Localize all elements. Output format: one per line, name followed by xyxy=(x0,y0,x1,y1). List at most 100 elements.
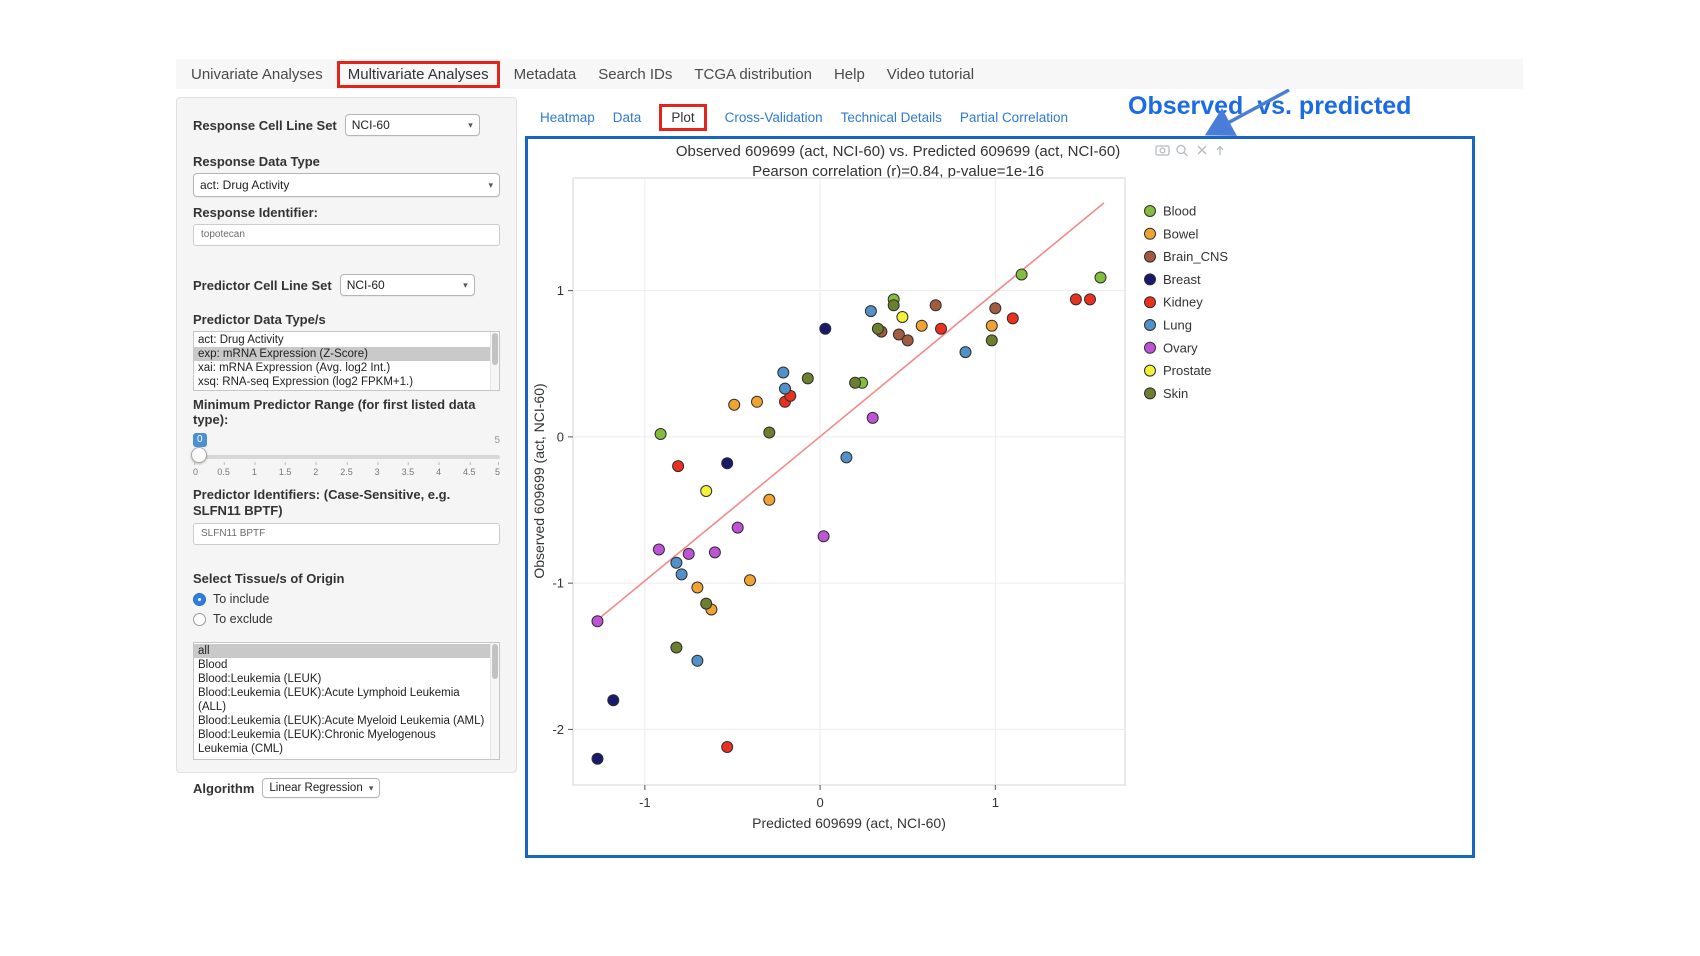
legend-label-bowel[interactable]: Bowel xyxy=(1163,226,1199,241)
point-skin[interactable] xyxy=(871,322,884,335)
point-bowel[interactable] xyxy=(915,319,928,332)
point-bowel[interactable] xyxy=(763,493,776,506)
point-ovary[interactable] xyxy=(731,521,744,534)
point-ovary[interactable] xyxy=(652,543,665,556)
nav-item-metadata[interactable]: Metadata xyxy=(513,65,577,83)
legend-dot-prostate[interactable] xyxy=(1144,364,1156,377)
option-xai-mrna-expression-avg-log2-int[interactable]: xai: mRNA Expression (Avg. log2 Int.) xyxy=(198,362,391,374)
option-all[interactable]: all xyxy=(194,644,499,658)
legend-label-blood[interactable]: Blood xyxy=(1163,204,1196,219)
radio-unselected-icon[interactable] xyxy=(193,612,206,626)
point-ovary[interactable] xyxy=(866,411,879,424)
response-cell-line-set-select[interactable]: NCI-60 ▾ xyxy=(344,114,480,136)
tissue-origin-listbox[interactable]: all Blood Blood:Leukemia (LEUK) Blood:Leuke… xyxy=(193,642,500,760)
legend-label-prostate[interactable]: Prostate xyxy=(1163,363,1211,378)
point-kidney[interactable] xyxy=(721,741,734,753)
close-icon[interactable] xyxy=(1197,145,1207,155)
zoom-icon[interactable] xyxy=(1176,144,1188,157)
point-bowel[interactable] xyxy=(728,398,741,411)
option-blood-leukemia-leuk-acute-myeloid-leukemia-aml[interactable]: Blood:Leukemia (LEUK):Acute Myeloid Leuk… xyxy=(198,715,485,727)
point-lung[interactable] xyxy=(959,346,972,359)
point-breast[interactable] xyxy=(607,694,620,707)
legend-dot-bowel[interactable] xyxy=(1144,227,1156,240)
point-bowel[interactable] xyxy=(744,574,756,587)
option-blood-leukemia-leuk-acute-lymphoid-leukemia-all[interactable]: Blood:Leukemia (LEUK):Acute Lymphoid Leu… xyxy=(198,687,460,713)
point-brain-cns[interactable] xyxy=(901,334,914,347)
point-skin[interactable] xyxy=(801,372,814,385)
point-prostate[interactable] xyxy=(896,311,909,323)
subtab-cross-validation[interactable]: Cross-Validation xyxy=(724,110,823,125)
min-range-slider[interactable]: 0 5 0 0.5 1 1.5 2 2.5 3 3.5 4 4.5 5 xyxy=(191,433,500,481)
point-lung[interactable] xyxy=(777,366,790,379)
point-breast[interactable] xyxy=(591,752,604,765)
legend-label-lung[interactable]: Lung xyxy=(1163,318,1192,333)
point-lung[interactable] xyxy=(840,451,853,464)
point-blood[interactable] xyxy=(654,428,667,440)
point-bowel[interactable] xyxy=(985,319,998,332)
point-prostate[interactable] xyxy=(700,485,713,497)
point-skin[interactable] xyxy=(700,597,713,610)
point-kidney[interactable] xyxy=(672,460,685,473)
scrollbar[interactable] xyxy=(490,643,499,759)
legend-dot-lung[interactable] xyxy=(1144,319,1156,331)
option-exp-mrna-expression-z-score[interactable]: exp: mRNA Expression (Z-Score) xyxy=(194,347,499,361)
point-breast[interactable] xyxy=(819,322,832,335)
subtab-heatmap[interactable]: Heatmap xyxy=(540,110,595,125)
radio-to-include[interactable]: To include xyxy=(193,592,500,606)
point-skin[interactable] xyxy=(763,426,776,439)
legend-dot-breast[interactable] xyxy=(1144,273,1156,286)
predictor-cell-line-set-select[interactable]: NCI-60 ▾ xyxy=(339,274,475,296)
subtab-partial-correlation[interactable]: Partial Correlation xyxy=(959,110,1068,125)
nav-item-help[interactable]: Help xyxy=(833,65,865,83)
option-act-drug-activity[interactable]: act: Drug Activity xyxy=(198,334,284,346)
point-brain-cns[interactable] xyxy=(989,302,1002,315)
reset-axes-icon[interactable] xyxy=(1216,145,1224,156)
legend-dot-ovary[interactable] xyxy=(1144,341,1156,354)
point-lung[interactable] xyxy=(670,556,683,569)
point-skin[interactable] xyxy=(849,376,862,389)
point-ovary[interactable] xyxy=(817,530,830,543)
point-bowel[interactable] xyxy=(691,581,704,594)
point-brain-cns[interactable] xyxy=(929,299,942,312)
point-skin[interactable] xyxy=(985,334,998,347)
point-kidney[interactable] xyxy=(1084,293,1096,306)
algorithm-select[interactable]: Linear Regression ▾ xyxy=(262,778,381,798)
point-lung[interactable] xyxy=(691,654,704,667)
point-blood[interactable] xyxy=(1094,271,1107,284)
point-brain-cns[interactable] xyxy=(892,328,905,341)
point-skin[interactable] xyxy=(887,299,900,312)
slider-handle[interactable] xyxy=(191,447,207,463)
legend-dot-kidney[interactable] xyxy=(1144,296,1156,309)
legend-dot-skin[interactable] xyxy=(1144,387,1156,400)
legend-dot-brain-cns[interactable] xyxy=(1144,250,1156,263)
point-ovary[interactable] xyxy=(682,547,695,560)
slider-track[interactable] xyxy=(193,455,500,459)
point-kidney[interactable] xyxy=(1069,293,1082,306)
legend-dot-blood[interactable] xyxy=(1144,205,1156,217)
scrollbar-thumb[interactable] xyxy=(492,333,498,365)
point-lung[interactable] xyxy=(675,568,688,581)
subtab-technical-details[interactable]: Technical Details xyxy=(840,110,942,125)
camera-icon[interactable] xyxy=(1155,145,1170,156)
point-skin[interactable] xyxy=(670,641,683,654)
scrollbar[interactable] xyxy=(490,332,499,390)
point-blood[interactable] xyxy=(1015,268,1028,281)
option-xsq-rna-seq-expression-log2-fpkm-1[interactable]: xsq: RNA-seq Expression (log2 FPKM+1.) xyxy=(198,376,414,388)
nav-item-tcga-distribution[interactable]: TCGA distribution xyxy=(694,65,812,83)
scrollbar-thumb[interactable] xyxy=(492,644,498,679)
point-breast[interactable] xyxy=(721,457,734,470)
nav-item-multivariate-analyses[interactable]: Multivariate Analyses xyxy=(336,60,500,88)
subtab-plot[interactable]: Plot xyxy=(659,104,707,131)
predictor-data-types-listbox[interactable]: act: Drug Activity exp: mRNA Expression (… xyxy=(193,331,500,391)
predictor-identifiers-input[interactable]: SLFN11 BPTF xyxy=(193,523,500,545)
nav-item-search-ids[interactable]: Search IDs xyxy=(598,65,673,83)
response-identifier-input[interactable]: topotecan xyxy=(193,224,500,246)
point-kidney[interactable] xyxy=(1006,312,1019,325)
point-kidney[interactable] xyxy=(935,322,947,335)
point-ovary[interactable] xyxy=(708,546,721,559)
point-ovary[interactable] xyxy=(591,615,604,628)
legend-label-ovary[interactable]: Ovary xyxy=(1163,340,1198,355)
radio-to-exclude[interactable]: To exclude xyxy=(193,612,500,626)
point-lung[interactable] xyxy=(864,305,877,318)
point-lung[interactable] xyxy=(779,382,791,395)
